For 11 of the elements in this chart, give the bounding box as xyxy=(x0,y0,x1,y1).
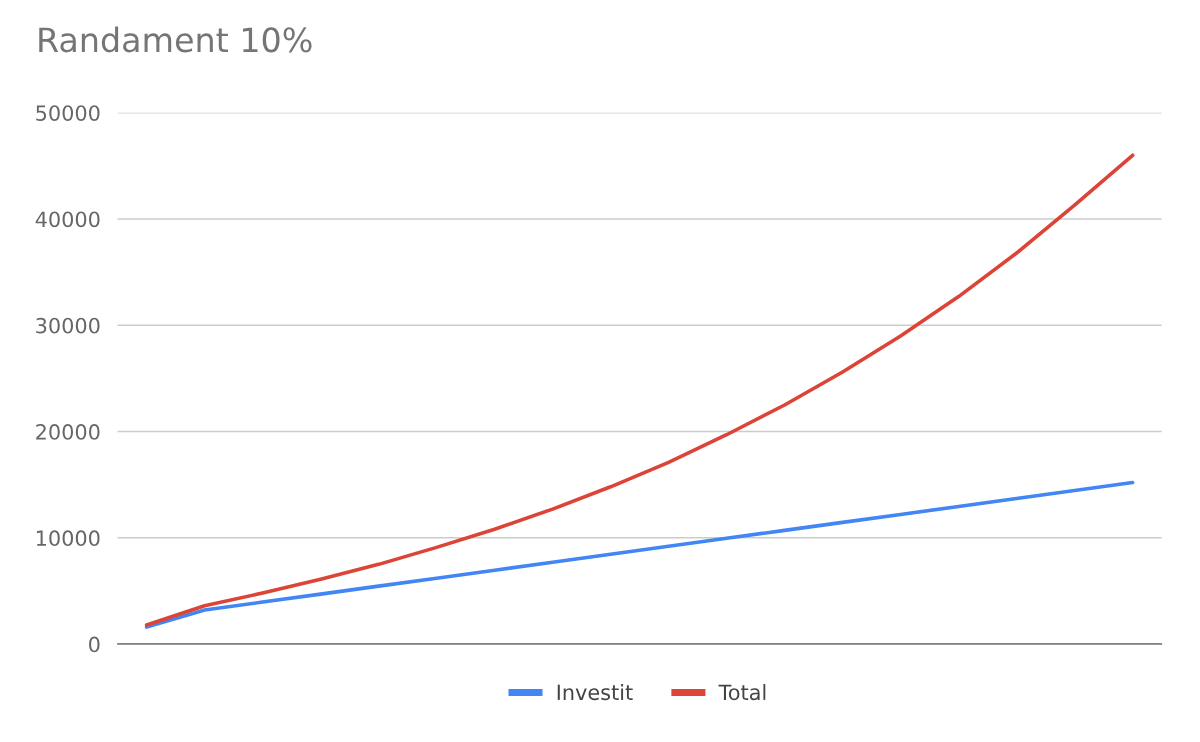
y-tick-label: 50000 xyxy=(36,105,100,121)
y-tick-label: 20000 xyxy=(36,424,100,440)
legend-label: Total xyxy=(718,684,766,701)
line-series xyxy=(144,480,1135,629)
y-tick-label: 30000 xyxy=(36,317,100,334)
chart-title: Randament 10% xyxy=(39,26,312,53)
line-series xyxy=(144,153,1135,627)
y-tick-label: 40000 xyxy=(35,211,100,228)
legend-label: Investit xyxy=(557,684,633,701)
y-tick-label: 10000 xyxy=(36,530,100,547)
y-tick-label: 0 xyxy=(89,636,100,653)
